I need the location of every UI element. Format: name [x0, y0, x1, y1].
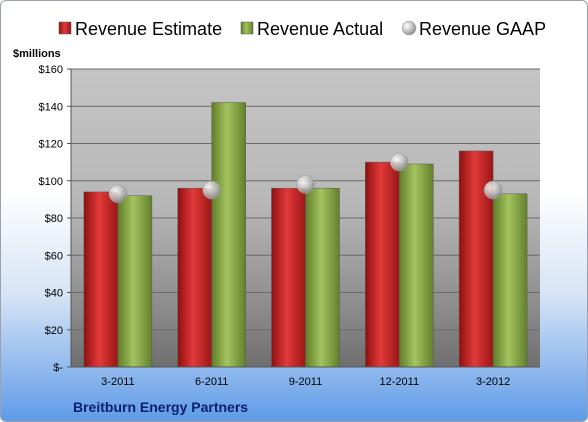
marker-revenue-gaap-6-2011: [202, 180, 221, 200]
x-tick-label: 12-2011: [380, 376, 420, 388]
legend-label: Revenue GAAP: [419, 19, 546, 39]
bar-revenue-actual-9-2011: [305, 187, 340, 368]
legend-swatch: [58, 21, 72, 35]
x-tick-label: 3-2011: [101, 376, 134, 388]
x-axis: 3-2011 6-2011 9-2011 12-2011 3-2012: [71, 366, 540, 388]
bar-revenue-estimate-6-2011: [177, 187, 212, 368]
bar-revenue-estimate-12-2011: [365, 161, 400, 368]
company-name: Breitburn Energy Partners: [73, 399, 249, 415]
bar-revenue-actual-12-2011: [399, 163, 434, 368]
bar-revenue-actual-3-2011: [117, 195, 153, 368]
y-tick-label: $160: [39, 64, 63, 76]
y-axis: $- $20 $40 $60 $80 $100 $120 $140 $160: [39, 64, 72, 374]
bar-revenue-actual-6-2011: [211, 102, 246, 368]
marker-revenue-gaap-9-2011: [296, 175, 315, 194]
y-tick-label: $60: [45, 250, 63, 262]
x-tick-label: 6-2011: [195, 376, 228, 388]
marker-revenue-gaap-12-2011: [390, 152, 409, 172]
legend-label: Revenue Actual: [257, 19, 383, 39]
x-tick-label: 3-2012: [476, 376, 510, 388]
bar-revenue-actual-3-2012: [492, 193, 528, 368]
bar-revenue-estimate-9-2011: [271, 187, 306, 368]
y-tick-label: $20: [45, 325, 63, 337]
y-tick-label: $120: [39, 139, 63, 151]
bars: [83, 102, 528, 368]
gaap-markers: [108, 152, 503, 204]
y-tick-label: $40: [45, 288, 63, 300]
legend-swatch: [240, 21, 254, 35]
y-tick-label: $-: [53, 362, 63, 374]
bar-revenue-estimate-3-2011: [83, 191, 119, 368]
marker-revenue-gaap-3-2011: [108, 184, 128, 204]
x-tick-label: 9-2011: [289, 376, 322, 388]
y-tick-label: $100: [39, 176, 63, 188]
unit-label: $millions: [13, 48, 61, 60]
y-tick-label: $80: [45, 213, 63, 225]
legend-label: Revenue Estimate: [75, 19, 222, 39]
legend: Revenue Estimate Revenue Actual Revenue GA…: [58, 19, 546, 39]
marker-revenue-gaap-3-2012: [483, 180, 503, 200]
y-tick-label: $140: [39, 101, 63, 113]
legend-swatch: [401, 20, 417, 36]
